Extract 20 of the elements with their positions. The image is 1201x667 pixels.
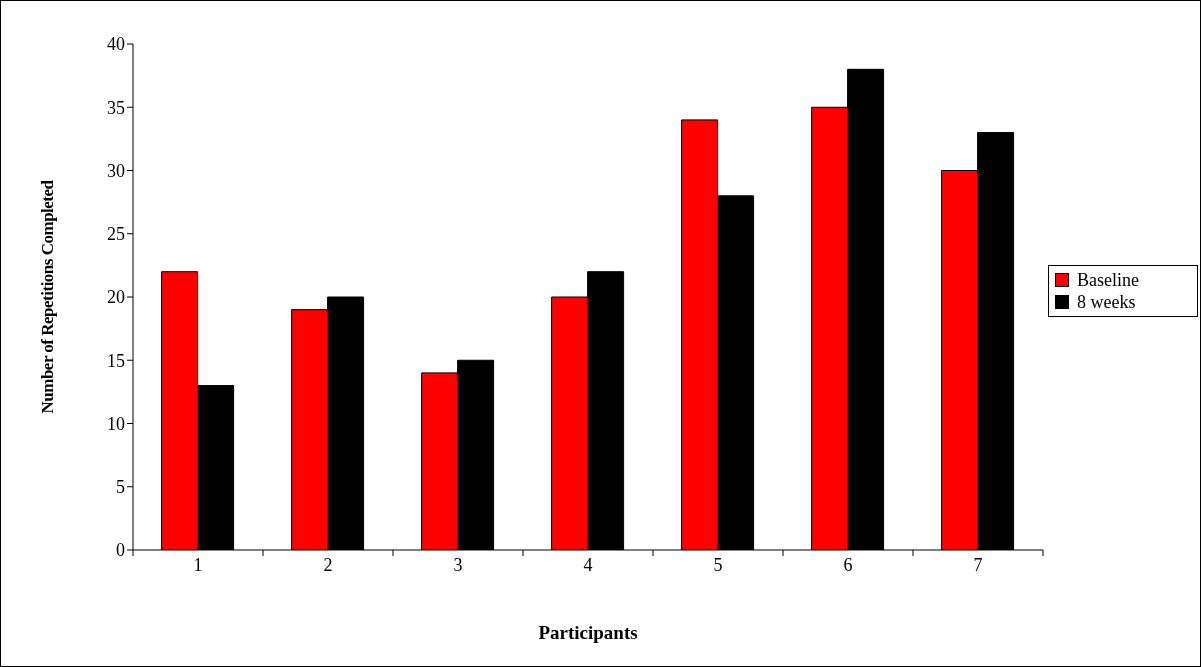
y-tick-label: 20 <box>107 287 125 308</box>
y-tick-label: 35 <box>107 97 125 118</box>
x-tick-label: 5 <box>713 554 723 575</box>
y-tick-label: 5 <box>116 477 125 498</box>
y-tick-label: 0 <box>116 540 125 561</box>
legend-label: Baseline <box>1077 269 1139 291</box>
y-tick-label: 15 <box>107 350 125 371</box>
x-tick-label: 2 <box>323 554 333 575</box>
y-tick-label: 10 <box>107 413 125 434</box>
y-tick-label: 40 <box>107 34 125 55</box>
x-tick-label: 3 <box>453 554 463 575</box>
y-axis-title: Number of Repetitions Completed <box>38 179 57 414</box>
x-tick-label: 1 <box>193 554 203 575</box>
x-tick-label: 4 <box>583 554 593 575</box>
x-tick-label: 6 <box>843 554 853 575</box>
legend-label: 8 weeks <box>1077 291 1136 313</box>
x-tick-label: 7 <box>973 554 983 575</box>
y-tick-label: 30 <box>107 160 125 181</box>
x-axis-title: Participants <box>538 622 638 643</box>
y-tick-label: 25 <box>107 224 125 245</box>
